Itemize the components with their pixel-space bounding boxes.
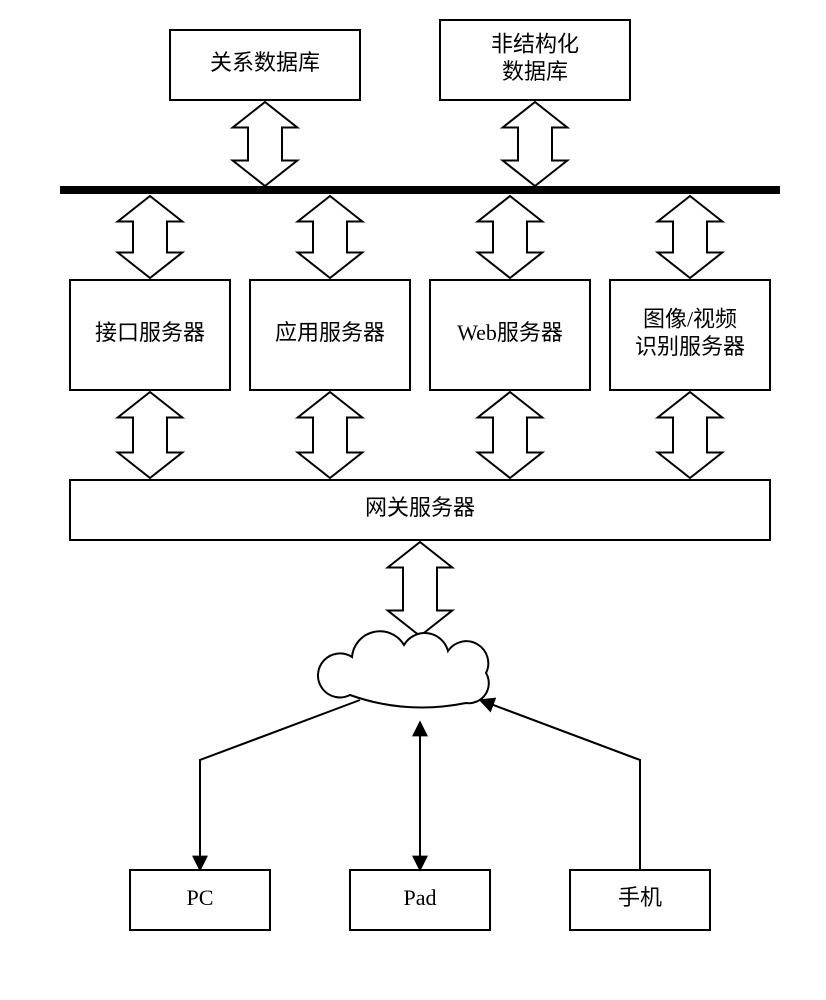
box-srv_if: 接口服务器 bbox=[70, 280, 230, 390]
arrow-bus-web bbox=[478, 196, 543, 278]
box-srv_img-label: 识别服务器 bbox=[635, 334, 745, 359]
arrow-app-gw bbox=[298, 392, 363, 478]
box-db_rel-label: 关系数据库 bbox=[210, 50, 320, 75]
arrow-bus-if bbox=[118, 196, 183, 278]
arrow-db-rel-bus bbox=[233, 102, 298, 186]
arrow-img-gw bbox=[658, 392, 723, 478]
link-cloud-pc bbox=[200, 700, 360, 870]
box-gateway-label: 网关服务器 bbox=[365, 495, 475, 520]
link-cloud-phone bbox=[480, 700, 640, 870]
cloud-icon bbox=[318, 631, 489, 707]
box-pc: PC bbox=[130, 870, 270, 930]
arrow-db-unrel-bus bbox=[503, 102, 568, 186]
box-db_unrel-label: 非结构化 bbox=[491, 31, 579, 56]
arrow-bus-app bbox=[298, 196, 363, 278]
arrow-bus-img bbox=[658, 196, 723, 278]
box-phone: 手机 bbox=[570, 870, 710, 930]
box-srv_web-label: Web服务器 bbox=[457, 320, 563, 345]
box-pad: Pad bbox=[350, 870, 490, 930]
box-db_rel: 关系数据库 bbox=[170, 30, 360, 100]
box-db_unrel-label: 数据库 bbox=[502, 59, 568, 84]
arrow-if-gw bbox=[118, 392, 183, 478]
arrow-gw-cloud bbox=[388, 542, 453, 636]
arrow-web-gw bbox=[478, 392, 543, 478]
box-srv_img: 图像/视频识别服务器 bbox=[610, 280, 770, 390]
box-pad-label: Pad bbox=[404, 885, 437, 910]
box-srv_app: 应用服务器 bbox=[250, 280, 410, 390]
box-srv_app-label: 应用服务器 bbox=[275, 320, 385, 345]
box-srv_if-label: 接口服务器 bbox=[95, 320, 205, 345]
box-srv_web: Web服务器 bbox=[430, 280, 590, 390]
box-srv_img-label: 图像/视频 bbox=[643, 306, 737, 331]
box-db_unrel: 非结构化数据库 bbox=[440, 20, 630, 100]
box-pc-label: PC bbox=[187, 885, 214, 910]
box-phone-label: 手机 bbox=[618, 885, 662, 910]
box-gateway: 网关服务器 bbox=[70, 480, 770, 540]
